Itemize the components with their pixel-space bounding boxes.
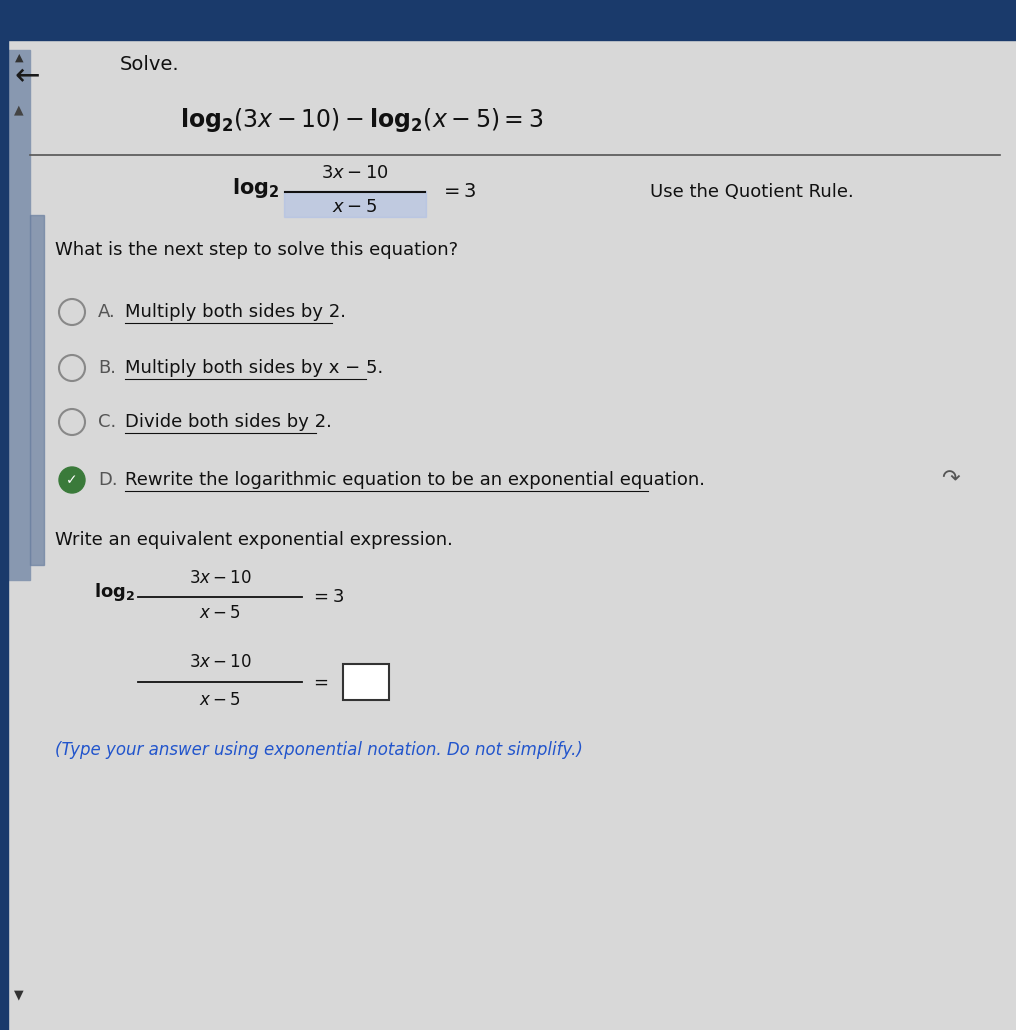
Bar — [30, 215, 44, 565]
Text: (Type your answer using exponential notation. Do not simplify.): (Type your answer using exponential nota… — [55, 741, 583, 759]
Bar — [8, 50, 30, 580]
Text: Divide both sides by 2.: Divide both sides by 2. — [125, 413, 332, 431]
Text: B.: B. — [98, 359, 116, 377]
Text: $=$: $=$ — [310, 673, 328, 691]
FancyBboxPatch shape — [343, 664, 389, 700]
Text: Use the Quotient Rule.: Use the Quotient Rule. — [650, 183, 853, 201]
Text: ↷: ↷ — [941, 470, 959, 490]
Text: ▲: ▲ — [14, 103, 23, 116]
Text: Multiply both sides by x − 5.: Multiply both sides by x − 5. — [125, 359, 383, 377]
Text: $\mathbf{log_2}(3x-10) - \mathbf{log_2}(x-5) = 3$: $\mathbf{log_2}(3x-10) - \mathbf{log_2}(… — [180, 106, 544, 134]
Text: $x - 5$: $x - 5$ — [199, 691, 241, 709]
Text: ▼: ▼ — [14, 989, 23, 1001]
Text: $3x - 10$: $3x - 10$ — [189, 569, 251, 587]
Text: $x - 5$: $x - 5$ — [199, 604, 241, 622]
Text: ✓: ✓ — [66, 473, 78, 487]
Text: $x - 5$: $x - 5$ — [332, 198, 378, 216]
Bar — [0, 0, 8, 1030]
Text: D.: D. — [98, 471, 118, 489]
Text: What is the next step to solve this equation?: What is the next step to solve this equa… — [55, 241, 458, 259]
Bar — [0, 0, 1016, 40]
Text: $3x - 10$: $3x - 10$ — [189, 653, 251, 671]
Text: A.: A. — [98, 303, 116, 321]
Text: $\leftarrow$: $\leftarrow$ — [9, 61, 41, 90]
Text: $3x - 10$: $3x - 10$ — [321, 164, 389, 182]
Text: Rewrite the logarithmic equation to be an exponential equation.: Rewrite the logarithmic equation to be a… — [125, 471, 705, 489]
Text: C.: C. — [98, 413, 116, 431]
Text: Multiply both sides by 2.: Multiply both sides by 2. — [125, 303, 346, 321]
Text: $\mathbf{log_2}$: $\mathbf{log_2}$ — [93, 581, 135, 603]
Circle shape — [59, 467, 85, 493]
Text: $\mathbf{log_2}$: $\mathbf{log_2}$ — [233, 176, 280, 200]
Text: ▲: ▲ — [15, 53, 23, 63]
Bar — [284, 191, 426, 217]
Text: Write an equivalent exponential expression.: Write an equivalent exponential expressi… — [55, 531, 453, 549]
Text: $= 3$: $= 3$ — [440, 182, 477, 202]
Text: $= 3$: $= 3$ — [310, 588, 344, 606]
Text: Solve.: Solve. — [120, 56, 180, 74]
